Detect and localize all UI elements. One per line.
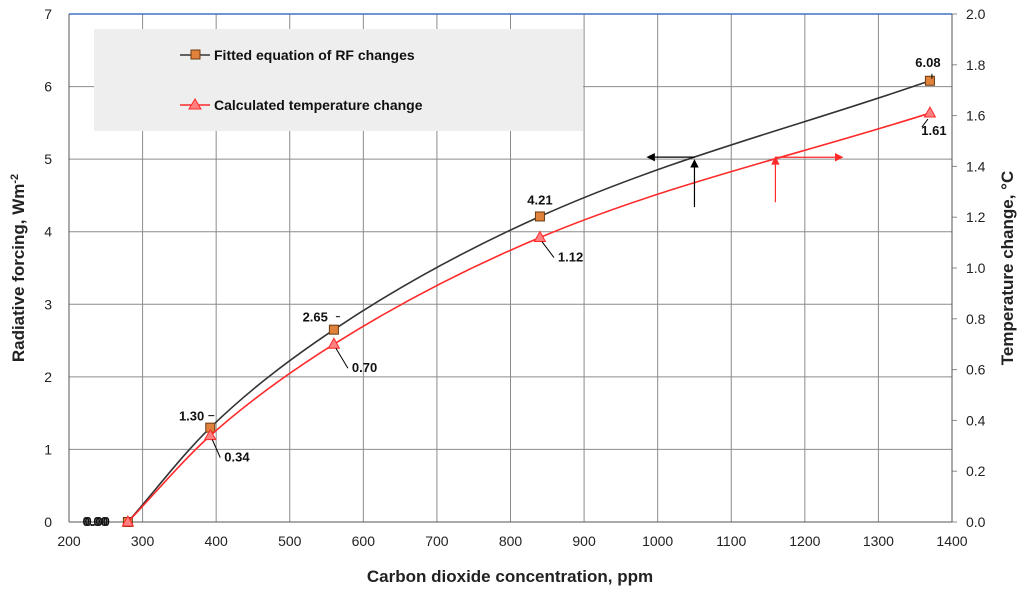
annotations: [646, 152, 844, 208]
axes: 200 300 400 500 600 700 800 900 1000 1100 1200 1300…: [44, 6, 985, 549]
x-tick-label: 700: [425, 533, 449, 549]
y2-tick-label: 0.4: [966, 412, 986, 428]
series: [121, 75, 937, 527]
rf-data-label: 1.30: [179, 409, 204, 424]
y-tick-label: 4: [44, 224, 52, 240]
data-label-leader: [211, 439, 221, 458]
y-tick-label: 5: [44, 151, 52, 167]
y-tick-label: 2: [44, 369, 52, 385]
y2-tick-label: 0.6: [966, 362, 986, 378]
x-tick-label: 1200: [789, 533, 820, 549]
y2-tick-label: 1.8: [966, 57, 986, 73]
axis-arrow-head-left: [646, 152, 655, 162]
data-label-leader: [335, 347, 349, 369]
x-tick-label: 1000: [642, 533, 673, 549]
series-line-rf: [127, 80, 931, 523]
y-axis-title-sup: -2: [9, 174, 21, 184]
x-tick-label: 900: [572, 533, 596, 549]
y2-tick-label: 2.0: [966, 6, 986, 22]
data-labels: 0.001.302.654.216.080.000.340.701.121.61: [83, 55, 947, 529]
x-axis-title: Carbon dioxide concentration, ppm: [367, 567, 653, 586]
axis-arrow-head-right: [835, 153, 844, 162]
rf-point: [924, 75, 935, 86]
y2-tick-label: 0.8: [966, 311, 986, 327]
x-tick-label: 200: [57, 533, 81, 549]
temperature-point: [533, 230, 547, 243]
x-tick-label: 600: [352, 533, 376, 549]
x-tick-label: 500: [278, 533, 302, 549]
x-tick-label: 400: [204, 533, 228, 549]
rf-point: [328, 324, 339, 335]
y-tick-label: 3: [44, 296, 52, 312]
legend-marker-square: [190, 49, 201, 60]
y-axis-title-main: Radiative forcing, Wm: [9, 184, 28, 363]
y2-axis-title: Temperature change, °C: [998, 171, 1017, 365]
temperature-data-label: 0.34: [224, 450, 250, 465]
temperature-point: [203, 428, 217, 441]
y-tick-label: 1: [44, 441, 52, 457]
rf-data-label: 4.21: [527, 192, 552, 207]
y-axis-title: Radiative forcing, Wm-2: [9, 174, 28, 362]
rf-data-label: 2.65: [303, 310, 328, 325]
y-tick-label: 7: [44, 6, 52, 22]
temperature-data-label: 1.61: [921, 123, 946, 138]
y2-tick-label: 1.6: [966, 108, 986, 124]
legend-label-rf: Fitted equation of RF changes: [214, 47, 415, 63]
x-tick-label: 1300: [863, 533, 894, 549]
y2-tick-label: 1.2: [966, 209, 986, 225]
rf-data-label: 6.08: [915, 55, 940, 70]
legend-box: [94, 29, 583, 131]
y2-tick-label: 0.2: [966, 463, 986, 479]
legend: Fitted equation of RF changes Calculated…: [94, 29, 583, 131]
temperature-point: [121, 514, 135, 527]
axis-arrow-head-up: [690, 159, 699, 168]
temperature-data-label: 1.12: [558, 250, 583, 265]
y-tick-label: 0: [44, 514, 52, 530]
data-label-leader: [921, 118, 929, 128]
data-label-leader: [541, 241, 555, 258]
temperature-data-label: 0.00: [85, 514, 110, 529]
rf-point: [534, 211, 545, 222]
x-tick-label: 300: [131, 533, 155, 549]
y-tick-label: 6: [44, 79, 52, 95]
y2-tick-label: 1.0: [966, 260, 986, 276]
temperature-data-label: 0.70: [352, 360, 377, 375]
x-tick-label: 1100: [716, 533, 746, 549]
temperature-point: [923, 106, 937, 118]
x-tick-label: 800: [499, 533, 523, 549]
legend-marker-triangle: [188, 98, 202, 110]
y2-tick-label: 1.4: [966, 158, 986, 174]
axis-arrow-head-up: [771, 156, 780, 165]
temperature-point: [327, 337, 341, 349]
rf-data-label: 0.00: [83, 514, 108, 529]
legend-label-temp: Calculated temperature change: [214, 97, 423, 113]
y2-tick-label: 0.0: [966, 514, 986, 530]
x-tick-label: 1400: [936, 533, 967, 549]
